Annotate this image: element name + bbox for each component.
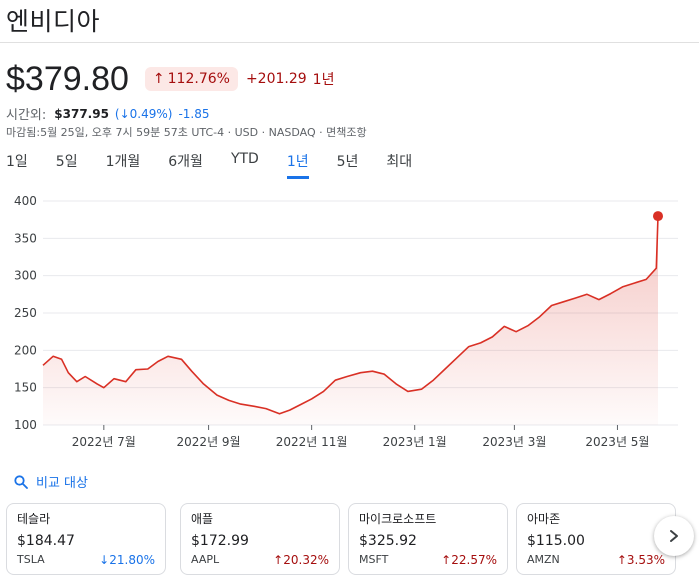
arrow-up-icon: ↑ <box>273 553 284 567</box>
range-tab[interactable]: 6개월 <box>168 154 203 170</box>
header-divider <box>0 42 699 43</box>
related-stock-card[interactable]: 애플 $172.99 AAPL ↑20.32% <box>180 503 340 575</box>
market-meta: 마감됨:5월 25일, 오후 7시 59분 57초 UTC-4 · USD · … <box>6 126 367 139</box>
related-stock-ticker: MSFT <box>359 553 389 566</box>
related-stock-percent: 3.53% <box>626 553 665 567</box>
price-chart[interactable]: 400 350 300 250 200 150 100 2022년 7월 2022년 9월 202… <box>0 186 699 456</box>
related-stock-change: ↑3.53% <box>617 553 665 567</box>
change-period: 1년 <box>312 72 335 88</box>
arrow-up-icon: ↑ <box>441 553 452 567</box>
x-tick-label: 2022년 9월 <box>177 435 241 449</box>
chevron-right-icon <box>670 530 678 542</box>
y-tick-label: 150 <box>14 381 37 395</box>
related-stock-card[interactable]: 아마존 $115.00 AMZN ↑3.53% <box>516 503 676 575</box>
related-stock-card[interactable]: 테슬라 $184.47 TSLA ↓21.80% <box>6 503 166 575</box>
y-tick-label: 400 <box>14 194 37 208</box>
current-price: $379.80 <box>6 59 129 98</box>
range-tab[interactable]: 1일 <box>6 154 28 170</box>
y-tick-label: 250 <box>14 306 37 320</box>
y-tick-label: 100 <box>14 418 37 432</box>
after-hours-price: $377.95 <box>54 106 109 121</box>
compare-button[interactable]: 비교 대상 <box>14 472 88 491</box>
x-tick-label: 2023년 5월 <box>585 435 649 449</box>
related-stock-name: 애플 <box>191 512 214 526</box>
related-stock-ticker: TSLA <box>17 553 45 566</box>
related-stock-price: $115.00 <box>527 533 585 549</box>
related-stock-price: $172.99 <box>191 533 249 549</box>
related-stock-ticker: AMZN <box>527 553 560 566</box>
next-button[interactable] <box>654 516 694 556</box>
related-stock-price: $184.47 <box>17 533 75 549</box>
related-stock-change: ↑22.57% <box>441 553 497 567</box>
after-hours-label: 시간외: <box>6 108 47 123</box>
related-stock-name: 테슬라 <box>17 512 51 526</box>
after-hours-percent: (↓0.49%) <box>114 106 173 121</box>
related-stock-percent: 22.57% <box>451 553 497 567</box>
range-tab[interactable]: 1년 <box>286 148 309 179</box>
related-stock-ticker: AAPL <box>191 553 220 566</box>
arrow-down-icon: ↓ <box>99 553 110 567</box>
price-line <box>42 216 659 415</box>
related-stock-percent: 20.32% <box>283 553 329 567</box>
range-tab[interactable]: YTD <box>230 151 259 167</box>
range-tabs: 1일 5일 1개월 6개월 YTD 1년 5년 최대 <box>6 148 440 179</box>
arrow-up-icon: ↑ <box>616 553 627 567</box>
x-tick-label: 2022년 7월 <box>72 435 136 449</box>
range-tab[interactable]: 5년 <box>336 154 359 170</box>
price-area <box>43 216 658 425</box>
price-row: $379.80 ↑ 112.76% +201.29 1년 <box>6 58 334 100</box>
related-stock-name: 아마존 <box>527 512 561 526</box>
related-stock-price: $325.92 <box>359 533 417 549</box>
x-tick-label: 2023년 1월 <box>383 435 447 449</box>
range-tab[interactable]: 1개월 <box>105 154 141 170</box>
range-tab[interactable]: 5일 <box>55 154 78 170</box>
search-icon <box>14 474 28 489</box>
y-tick-label: 300 <box>14 269 37 283</box>
change-absolute: +201.29 <box>245 71 307 87</box>
related-stock-change: ↑20.32% <box>273 553 329 567</box>
compare-label: 비교 대상 <box>36 476 88 491</box>
related-stock-percent: 21.80% <box>109 553 155 567</box>
related-stocks: 테슬라 $184.47 TSLA ↓21.80% 애플 $172.99 AAPL ↑20.32… <box>6 503 686 577</box>
related-stock-card[interactable]: 마이크로소프트 $325.92 MSFT ↑22.57% <box>348 503 508 575</box>
y-tick-label: 350 <box>14 231 37 245</box>
last-price-point <box>653 211 663 222</box>
y-tick-label: 200 <box>14 343 37 357</box>
x-tick-label: 2023년 3월 <box>482 435 546 449</box>
stock-title: 엔비디아 <box>6 7 101 36</box>
arrow-up-icon: ↑ <box>152 71 165 87</box>
after-hours-row: 시간외: $377.95 (↓0.49%) -1.85 <box>6 104 210 124</box>
range-tab[interactable]: 최대 <box>386 154 413 170</box>
related-stock-change: ↓21.80% <box>99 553 155 567</box>
x-tick-label: 2022년 11월 <box>276 435 348 449</box>
after-hours-change: -1.85 <box>178 106 210 121</box>
related-stock-name: 마이크로소프트 <box>359 512 437 526</box>
change-percent: 112.76% <box>167 71 230 87</box>
change-percent-badge: ↑ 112.76% <box>144 67 238 91</box>
